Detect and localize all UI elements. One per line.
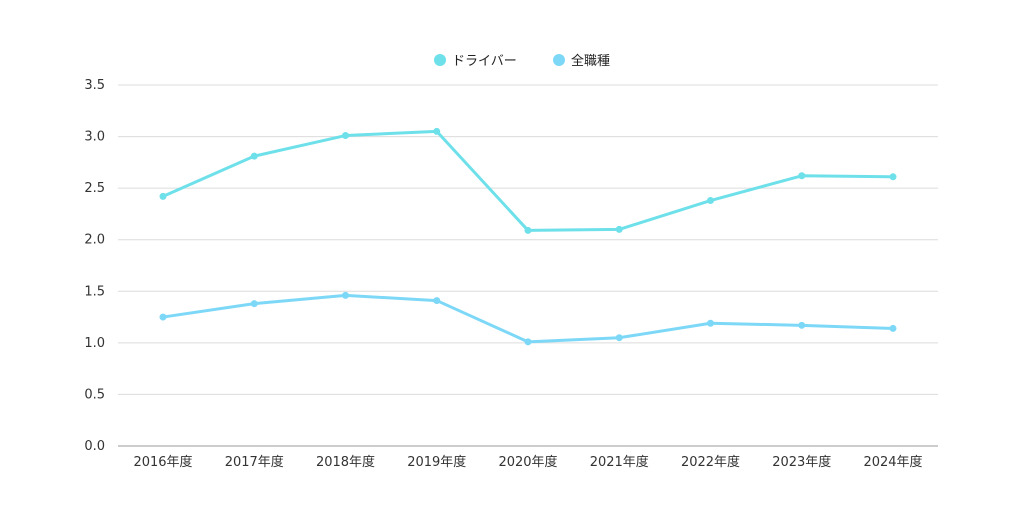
y-tick-label: 0.5 — [84, 387, 105, 402]
data-point[interactable] — [250, 300, 258, 308]
chart-legend: ドライバー 全職種 — [434, 53, 610, 69]
data-point[interactable] — [524, 338, 532, 346]
data-point[interactable] — [707, 197, 714, 205]
y-tick-label: 2.5 — [84, 181, 105, 196]
x-tick-label: 2020年度 — [498, 454, 557, 470]
data-point[interactable] — [524, 226, 532, 234]
x-tick-label: 2018年度 — [316, 454, 375, 470]
y-tick-label: 3.0 — [84, 130, 105, 145]
data-point[interactable] — [615, 225, 623, 233]
series-1 — [159, 291, 897, 346]
x-tick-label: 2022年度 — [681, 454, 740, 470]
data-point[interactable] — [889, 173, 897, 181]
data-point[interactable] — [707, 319, 714, 327]
x-tick-label: 2019年度 — [407, 454, 466, 470]
x-tick-label: 2023年度 — [772, 454, 831, 470]
series-0 — [159, 127, 897, 234]
y-tick-label: 1.5 — [84, 284, 105, 299]
x-tick-label: 2024年度 — [863, 454, 922, 470]
legend-marker-all-occupations — [553, 54, 565, 66]
data-point[interactable] — [798, 172, 806, 180]
y-axis-tick-labels: 0.0 0.5 1.0 1.5 2.0 2.5 3.0 3.5 — [84, 78, 105, 454]
data-point[interactable] — [159, 313, 167, 321]
legend-item-driver[interactable]: ドライバー — [434, 54, 517, 69]
x-axis-tick-labels: 2016年度 2017年度 2018年度 2019年度 2020年度 2021年度 2022… — [133, 454, 922, 470]
chart-series — [159, 127, 897, 346]
y-tick-label: 2.0 — [84, 233, 105, 248]
x-tick-label: 2021年度 — [590, 454, 649, 470]
data-point[interactable] — [889, 324, 897, 332]
legend-item-all-occupations[interactable]: 全職種 — [553, 53, 610, 69]
chart-gridlines — [118, 84, 938, 447]
data-point[interactable] — [433, 127, 441, 135]
y-tick-label: 0.0 — [84, 439, 105, 454]
y-tick-label: 3.5 — [84, 78, 105, 93]
legend-marker-driver — [434, 54, 446, 66]
data-point[interactable] — [159, 192, 167, 200]
data-point[interactable] — [250, 152, 258, 160]
data-point[interactable] — [342, 132, 349, 140]
data-point[interactable] — [342, 291, 349, 299]
legend-label-all-occupations: 全職種 — [571, 53, 610, 69]
legend-label-driver: ドライバー — [452, 54, 517, 69]
y-tick-label: 1.0 — [84, 336, 105, 351]
series-line — [161, 293, 895, 344]
data-point[interactable] — [433, 297, 441, 305]
data-point[interactable] — [798, 321, 806, 329]
x-tick-label: 2016年度 — [133, 454, 192, 470]
series-line — [161, 129, 895, 232]
x-tick-label: 2017年度 — [225, 454, 284, 470]
data-point[interactable] — [615, 334, 623, 342]
